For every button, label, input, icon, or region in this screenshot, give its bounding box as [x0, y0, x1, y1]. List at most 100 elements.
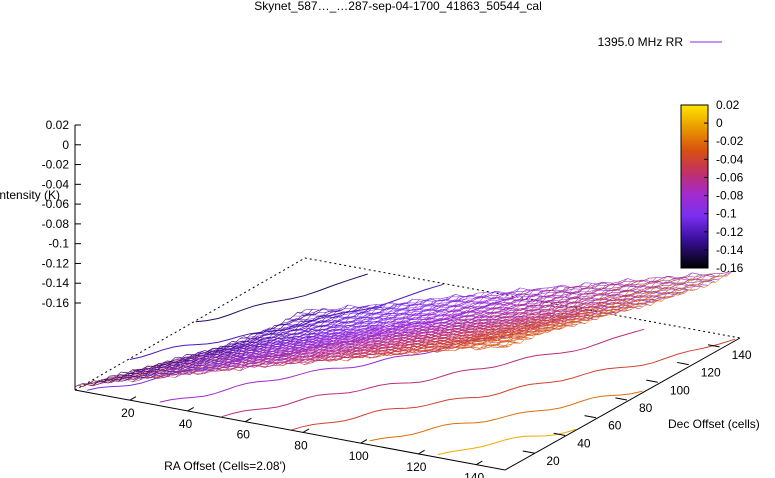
surface-column-line [268, 291, 499, 367]
x-axis-label: RA Offset (Cells=2.08') [164, 459, 286, 473]
surface-column-line [454, 276, 685, 352]
x-tick-label: 100 [349, 449, 369, 463]
y-tick-mark [553, 432, 566, 436]
colorbar-tick-label: -0.16 [716, 261, 744, 275]
surface-column-line [368, 283, 599, 359]
surface-column-line [132, 307, 363, 383]
x-tick-mark [245, 417, 252, 423]
surface-mesh [74, 270, 736, 388]
surface-column-line [282, 291, 513, 366]
x-tick-mark [302, 428, 310, 433]
x-tick-mark [418, 449, 425, 455]
surface-column-line [397, 278, 628, 355]
surface-column-line [175, 303, 406, 378]
base-plane-near-edges [74, 337, 741, 471]
surface-column-line [139, 305, 370, 381]
x-tick-label: 60 [237, 428, 251, 442]
y-tick-mark [522, 450, 535, 454]
surface-column-line [490, 273, 721, 348]
colorbar-tick-label: -0.12 [716, 225, 744, 239]
colorbar-tick-label: -0.04 [716, 152, 744, 166]
y-axis: 20 40 60 80 100 120 140 [522, 344, 752, 468]
surface-column-line [297, 289, 528, 363]
colorbar-gradient [680, 104, 709, 269]
chart-title: Skynet_587…_…287-sep-04-1700_41863_50544… [254, 0, 542, 13]
x-tick-label: 140 [464, 471, 484, 478]
surface-column-line [332, 284, 564, 361]
surface-column-line [182, 299, 413, 375]
z-tick-label: 0.02 [46, 118, 70, 132]
y-tick-label: 80 [639, 401, 653, 415]
z-tick-label: 0 [62, 138, 69, 152]
y-tick-label: 60 [608, 419, 622, 433]
colorbar-tick-label: -0.14 [716, 243, 744, 257]
surface-column-line [318, 287, 549, 361]
surface-column-line [275, 292, 506, 366]
colorbar: 0.02 0 -0.02 -0.04 -0.06 -0.08 -0.1 -0.12 -0.14 -… [680, 98, 744, 275]
z-tick-label: -0.12 [42, 256, 70, 270]
z-axis: 0.02 0 -0.02 -0.04 -0.06 -0.08 -0.1 -0.12 -0.14 -… [42, 118, 81, 390]
colorbar-tick-label: -0.02 [716, 134, 744, 148]
z-tick-label: -0.16 [42, 296, 70, 310]
colorbar-tick-label: 0.02 [716, 98, 740, 112]
contour-line [129, 283, 444, 360]
colorbar-tick-label: -0.1 [716, 207, 737, 221]
y-axis-label: Dec Offset (cells) [668, 417, 760, 431]
surface-column-line [125, 306, 356, 380]
base-plane [74, 257, 741, 471]
y-tick-label: 120 [701, 366, 721, 380]
x-tick-label: 120 [406, 460, 426, 474]
x-tick-label: 40 [179, 417, 193, 431]
surface-column-line [497, 272, 728, 348]
surface-column-line [504, 270, 736, 348]
z-tick-label: -0.14 [42, 276, 70, 290]
surface-column-line [289, 287, 521, 364]
surface-column-line [469, 274, 700, 348]
y-tick-label: 100 [670, 383, 690, 397]
x-tick-mark [475, 460, 483, 466]
x-tick-mark [129, 396, 137, 401]
surface-column-line [461, 272, 693, 349]
surface-column-line [168, 303, 399, 377]
surface-column-line [347, 286, 578, 362]
surface-column-line [340, 286, 571, 360]
surface-column-line [96, 308, 327, 385]
y-tick-label: 140 [732, 348, 752, 362]
contour-line [291, 338, 736, 431]
surface-row-line [74, 345, 506, 387]
surface-column-line [189, 299, 420, 373]
y-tick-label: 40 [577, 436, 591, 450]
surface-column-line [440, 276, 671, 351]
surface-column-line [103, 309, 334, 384]
surface-column-line [203, 298, 435, 374]
surface-column-line [411, 280, 642, 356]
surface-column-line [146, 304, 377, 378]
colorbar-tick-label: -0.08 [716, 189, 744, 203]
y-tick-mark [615, 397, 628, 401]
surface-column-line [311, 288, 542, 364]
x-tick-label: 20 [121, 406, 135, 420]
z-tick-label: -0.08 [42, 217, 70, 231]
surface-column-line [404, 280, 635, 354]
contour-line [221, 328, 645, 418]
y-tick-mark [584, 415, 597, 419]
surface-column-line [375, 281, 607, 358]
x-axis: 20 40 60 80 100 120 140 [121, 396, 484, 478]
y-tick-mark [646, 379, 658, 383]
z-tick-label: -0.02 [42, 158, 70, 172]
colorbar-tick-label: -0.06 [716, 170, 744, 184]
z-axis-label: Intensity (K) [0, 188, 60, 202]
surface-column-line [354, 282, 585, 359]
surface-column-line [418, 277, 650, 354]
surface-column-line [483, 273, 714, 349]
z-tick-label: -0.06 [42, 197, 70, 211]
surface-column-line [110, 308, 341, 383]
surface-column-line [390, 281, 621, 356]
y-tick-label: 20 [546, 454, 560, 468]
x-tick-mark [360, 439, 368, 444]
contour-line [195, 273, 368, 323]
z-tick-label: -0.04 [42, 177, 70, 191]
colorbar-tick-label: 0 [716, 116, 723, 130]
contour-line [369, 390, 643, 442]
